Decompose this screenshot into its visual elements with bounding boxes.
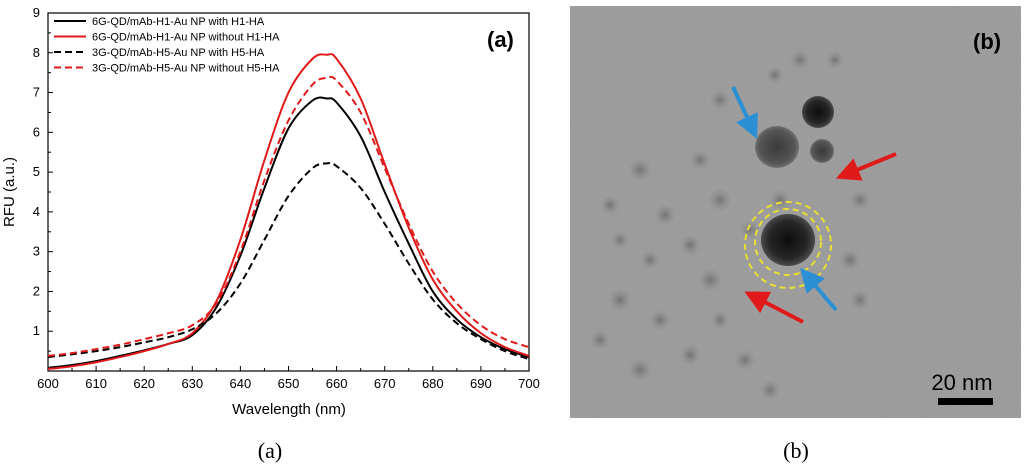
- scale-bar-label: 20 nm: [931, 370, 992, 395]
- x-tick-label: 620: [133, 376, 155, 391]
- gold-nanoparticle: [802, 96, 834, 128]
- y-tick-label: 6: [33, 124, 40, 139]
- series-layer: [48, 53, 529, 371]
- y-tick-label: 5: [33, 164, 40, 179]
- scale-bar: [938, 398, 993, 405]
- y-tick-label: 3: [33, 244, 40, 259]
- legend-label: 3G-QD/mAb-H5-Au NP with H5-HA: [92, 47, 265, 59]
- y-axis: 1 2 3 4 5 6 7 8 9: [33, 5, 53, 352]
- y-tick-label: 4: [33, 204, 40, 219]
- y-axis-title: RFU (a.u.): [1, 157, 18, 227]
- panel-label-a: (a): [487, 27, 514, 52]
- arrow-red-qd: [835, 152, 897, 181]
- micrograph-panel-b: (b) 20 nm: [570, 6, 1021, 418]
- x-tick-label: 610: [85, 376, 107, 391]
- quantum-dots: [590, 50, 870, 400]
- arrow-red-qd: [744, 291, 804, 324]
- highlight-circle-inner: [754, 208, 822, 276]
- legend-label: 6G-QD/mAb-H1-Au NP with H1-HA: [92, 16, 265, 28]
- series-line-4: [48, 75, 529, 357]
- x-tick-label: 700: [518, 376, 540, 391]
- x-axis: 600 610 620 630 640 650 660 670 680 690 700: [37, 366, 540, 391]
- x-tick-label: 640: [230, 376, 252, 391]
- legend: 6G-QD/mAb-H1-Au NP with H1-HA 6G-QD/mAb-H…: [54, 16, 280, 75]
- chart-panel-a: 600 610 620 630 640 650 660 670 680 690 700 1 2 3 4 5 6…: [1, 5, 540, 418]
- x-tick-label: 600: [37, 376, 59, 391]
- y-tick-label: 1: [33, 323, 40, 338]
- caption-b: (b): [783, 438, 809, 463]
- micrograph-grain: [570, 6, 1021, 418]
- arrow-blue-au-np: [800, 267, 838, 312]
- highlight-circle-outer: [744, 201, 832, 289]
- x-tick-label: 670: [374, 376, 396, 391]
- y-tick-label: 9: [33, 5, 40, 20]
- x-tick-label: 690: [470, 376, 492, 391]
- gold-nanoparticle: [761, 214, 815, 266]
- panel-label-b: (b): [973, 29, 1001, 54]
- y-tick-label: 2: [33, 283, 40, 298]
- x-tick-label: 630: [181, 376, 203, 391]
- caption-a: (a): [258, 438, 282, 463]
- x-tick-label: 660: [326, 376, 348, 391]
- y-tick-label: 7: [33, 85, 40, 100]
- legend-label: 3G-QD/mAb-H5-Au NP without H5-HA: [92, 63, 280, 75]
- legend-label: 6G-QD/mAb-H1-Au NP without H1-HA: [92, 32, 280, 44]
- x-tick-label: 650: [278, 376, 300, 391]
- x-tick-label: 680: [422, 376, 444, 391]
- gold-nanoparticle: [755, 126, 799, 168]
- series-line-2: [48, 53, 529, 371]
- series-line-3: [48, 162, 529, 361]
- x-axis-title: Wavelength (nm): [232, 401, 346, 418]
- y-tick-label: 8: [33, 45, 40, 60]
- arrow-blue-au-np: [731, 86, 758, 139]
- gold-nanoparticle: [810, 139, 834, 163]
